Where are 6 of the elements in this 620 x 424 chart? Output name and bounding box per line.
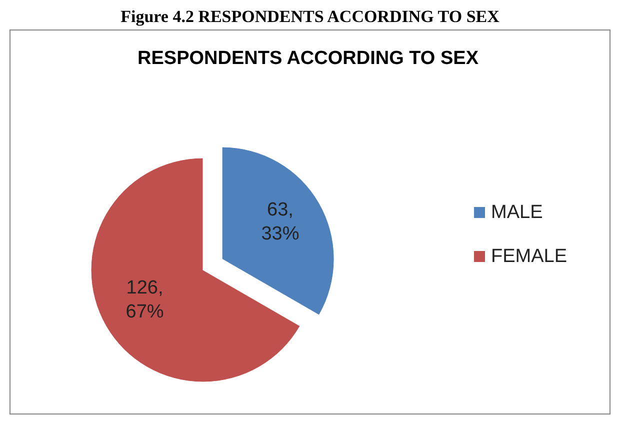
legend-label: FEMALE bbox=[491, 246, 568, 267]
data-label: 63, 33% bbox=[261, 199, 300, 244]
data-label: 126, 67% bbox=[126, 278, 164, 323]
chart-title: RESPONDENTS ACCORDING TO SEX bbox=[138, 48, 479, 69]
caption: Figure 4.2 RESPONDENTS ACCORDING TO SEX bbox=[120, 7, 500, 26]
legend-label: MALE bbox=[491, 202, 543, 223]
